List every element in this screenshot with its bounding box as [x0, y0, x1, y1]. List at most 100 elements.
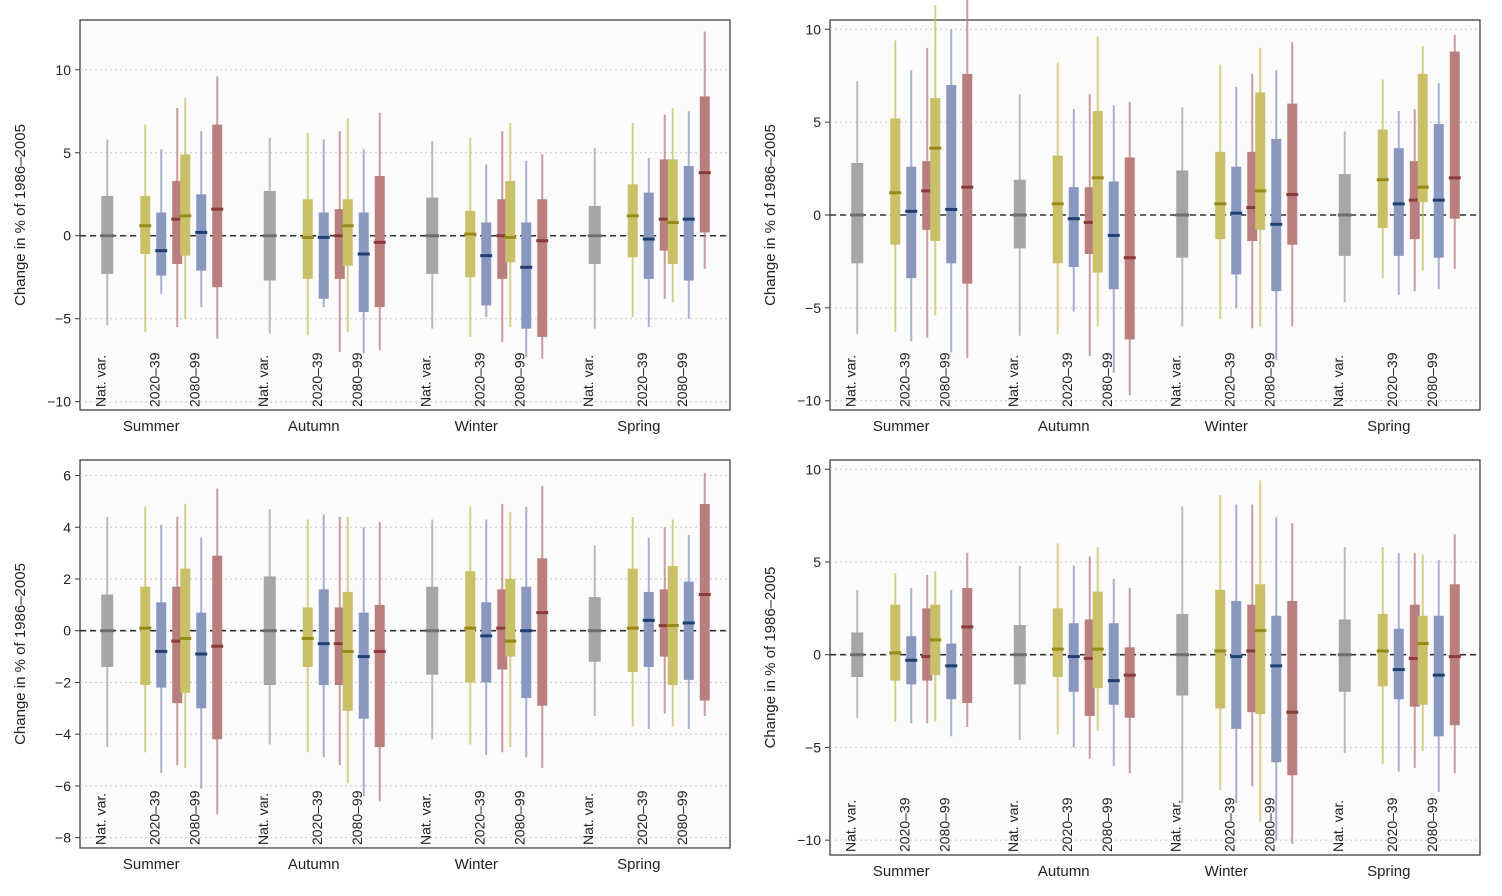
box-e2020-yellow: [627, 568, 638, 673]
x-category-label: Autumn: [288, 418, 340, 435]
box-e2080-blue: [1108, 623, 1119, 705]
box-e2080-red: [537, 199, 548, 337]
box-e2020-yellow: [1215, 151, 1226, 240]
box-label: Nat. var.: [417, 793, 433, 845]
box-e2080-red: [1124, 647, 1135, 718]
box-e2020-red: [1247, 151, 1258, 241]
median-e2080-yellow: [666, 624, 679, 628]
median-e2080-yellow: [929, 146, 942, 150]
median-e2020-yellow: [301, 636, 314, 640]
median-e2080-yellow: [504, 639, 517, 643]
median-e2080-blue: [682, 621, 695, 625]
median-e2080-blue: [357, 252, 370, 256]
box-label: 2080–99: [186, 790, 202, 845]
box-label: 2080–99: [1424, 797, 1440, 852]
median-e2020-red: [496, 234, 509, 238]
x-category-label: Autumn: [288, 856, 340, 873]
median-e2020-yellow: [1376, 649, 1389, 653]
box-e2020-yellow: [890, 118, 901, 245]
season-group-spring: Nat. var. 2020–39 2080–99 Spring: [1330, 534, 1461, 880]
box-e2080-yellow: [1255, 584, 1266, 715]
box-e2080-yellow: [1092, 591, 1103, 689]
box-e2080-yellow: [930, 98, 941, 241]
box-e2020-blue: [481, 222, 492, 306]
box-e2080-red: [699, 96, 710, 233]
box-e2020-blue: [1393, 148, 1404, 256]
median-nat-var: [1175, 213, 1190, 217]
median-nat-var: [262, 234, 277, 238]
box-label: Nat. var.: [255, 355, 271, 407]
box-label: Nat. var.: [1005, 355, 1021, 407]
box-e2020-red: [1084, 619, 1095, 716]
median-e2020-yellow: [626, 626, 639, 630]
box-e2020-yellow: [890, 604, 901, 681]
median-e2080-blue: [1107, 233, 1120, 237]
median-e2020-blue: [480, 634, 493, 638]
x-category-label: Summer: [123, 418, 180, 435]
median-e2080-yellow: [666, 220, 679, 224]
box-e2020-yellow: [1052, 155, 1063, 264]
box-e2020-blue: [643, 591, 654, 667]
y-tick-label: 5: [63, 145, 71, 161]
y-tick-label: −5: [55, 311, 71, 327]
median-e2020-yellow: [301, 235, 314, 239]
box-label: 2020–39: [1059, 797, 1075, 852]
x-category-label: Spring: [1367, 863, 1410, 880]
median-e2080-blue: [1270, 222, 1283, 226]
panel-4: −10 −5 0 5 10 Change in % of 1986–2005 Nat. va…: [762, 459, 1481, 880]
median-e2080-blue: [357, 655, 370, 659]
median-e2080-red: [961, 185, 974, 189]
median-e2020-blue: [1392, 202, 1405, 206]
box-label: Nat. var.: [1330, 355, 1346, 407]
box-nat-var: [851, 163, 864, 264]
median-nat-var: [100, 629, 115, 633]
box-e2080-yellow: [1417, 615, 1428, 705]
box-e2080-yellow: [505, 578, 516, 657]
box-e2080-red: [699, 503, 710, 701]
median-e2020-red: [1246, 206, 1259, 210]
box-e2020-red: [1084, 187, 1095, 254]
median-e2080-red: [698, 171, 711, 175]
median-nat-var: [262, 629, 277, 633]
median-e2020-yellow: [1051, 202, 1064, 206]
median-e2080-blue: [1432, 198, 1445, 202]
x-category-label: Spring: [617, 856, 660, 873]
box-label: 2020–39: [309, 352, 325, 407]
x-category-label: Autumn: [1038, 863, 1090, 880]
box-e2020-blue: [156, 212, 167, 276]
median-e2020-blue: [642, 237, 655, 241]
box-e2080-red: [374, 604, 385, 748]
box-label: 2080–99: [511, 790, 527, 845]
median-e2020-blue: [905, 658, 918, 662]
box-e2020-blue: [1231, 600, 1242, 729]
median-e2020-blue: [1230, 655, 1243, 659]
median-e2080-blue: [945, 207, 958, 211]
median-e2080-yellow: [1416, 642, 1429, 646]
x-category-label: Winter: [455, 856, 498, 873]
season-group-winter: Nat. var. 2020–39 2080–99 Winter: [417, 122, 549, 435]
box-label: 2080–99: [511, 352, 527, 407]
box-e2080-red: [1124, 157, 1135, 340]
x-category-label: Winter: [455, 418, 498, 435]
median-nat-var: [100, 234, 115, 238]
box-e2080-red: [1449, 51, 1460, 219]
box-e2020-blue: [1068, 187, 1079, 267]
median-e2020-yellow: [626, 214, 639, 218]
box-e2020-yellow: [302, 199, 313, 279]
box-e2080-yellow: [667, 159, 678, 264]
y-tick-label: 0: [813, 647, 821, 663]
median-e2080-red: [211, 644, 224, 648]
box-e2020-red: [334, 209, 345, 279]
median-e2020-red: [1083, 656, 1096, 660]
median-e2020-yellow: [1051, 647, 1064, 651]
median-e2080-yellow: [1091, 647, 1104, 651]
y-tick-label: −5: [805, 739, 821, 755]
y-tick-label: 0: [813, 207, 821, 223]
y-axis-label: Change in % of 1986–2005: [12, 563, 29, 745]
median-e2020-yellow: [889, 191, 902, 195]
panel-1: −10 −5 0 5 10 Change in % of 1986–2005 Nat. va…: [12, 19, 731, 435]
median-e2020-red: [496, 626, 509, 630]
y-tick-label: 0: [63, 228, 71, 244]
y-tick-label: 10: [805, 461, 821, 477]
median-e2080-red: [698, 593, 711, 597]
